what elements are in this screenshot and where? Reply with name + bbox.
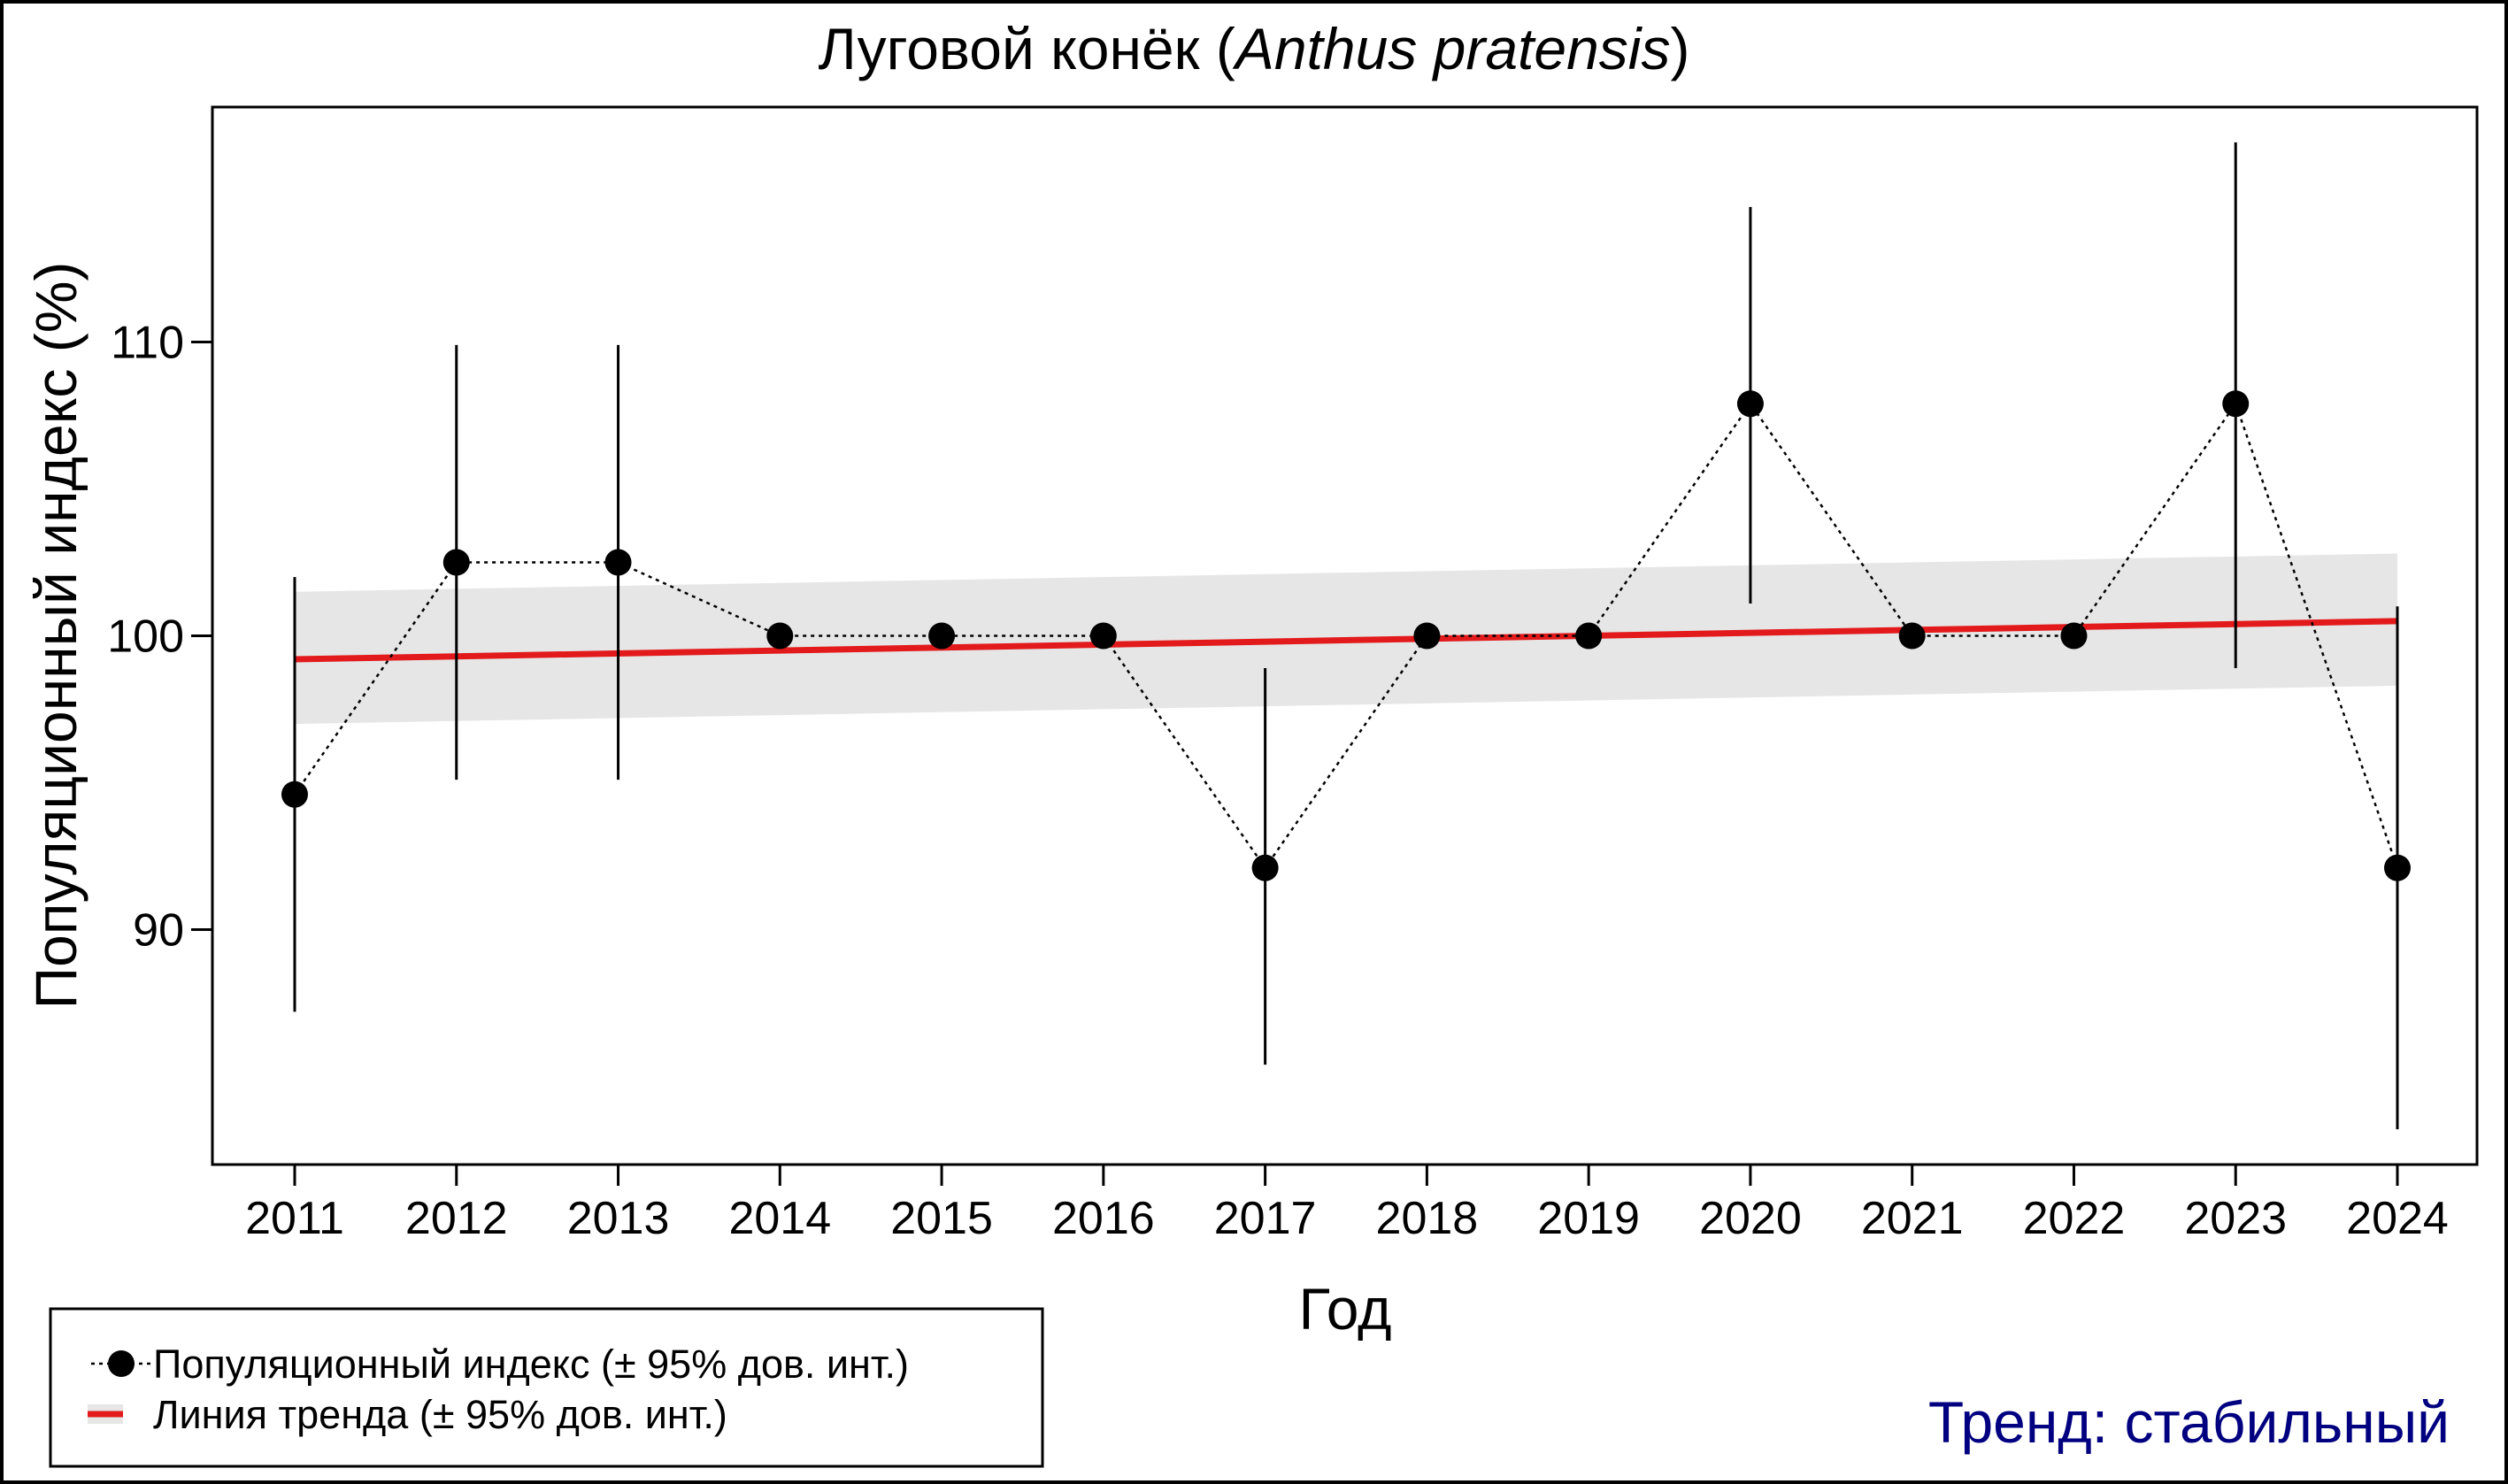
index-connector-line [293,401,2399,870]
x-tick-label-2013: 2013 [567,1193,670,1244]
index-point-2012 [442,549,470,576]
index-point-2013 [604,549,632,576]
chart-title-end: ) [1670,16,1689,81]
x-tick-label-2020: 2020 [1699,1193,1802,1244]
x-axis: 2011 2012 2013 2014 2015 2016 2017 2018 2019 2020… [245,1165,2449,1244]
x-tick-label-2022: 2022 [2023,1193,2126,1244]
index-point-2015 [928,622,956,650]
x-tick-label-2015: 2015 [890,1193,993,1244]
trend-status-text: Тренд: стабильный [1928,1389,2450,1455]
x-tick-label-2011: 2011 [245,1193,344,1244]
y-tick-label-90: 90 [133,904,184,956]
x-tick-label-2016: 2016 [1052,1193,1155,1244]
x-tick-label-2021: 2021 [1861,1193,1964,1244]
y-axis-label: Популяционный индекс (%) [23,262,88,1010]
index-point-2018 [1413,622,1441,650]
y-axis: 90 100 110 [107,318,212,956]
index-point-2023 [2222,390,2250,418]
index-point-2021 [1898,622,1926,650]
chart-title-main: Луговой конёк ( [819,16,1235,81]
legend-trend-label: Линия тренда (± 95% дов. инт.) [153,1392,727,1437]
trend-line [294,618,2398,663]
x-tick-label-2014: 2014 [728,1193,831,1244]
legend-index-marker [108,1350,135,1377]
index-point-2017 [1251,854,1279,881]
index-point-2020 [1736,390,1764,418]
index-point-2024 [2384,854,2411,881]
legend-index-label: Популяционный индекс (± 95% дов. инт.) [153,1342,909,1387]
index-point-2011 [281,780,308,808]
y-tick-label-100: 100 [107,611,184,663]
index-point-2019 [1575,622,1603,650]
trend-line-layer [294,618,2398,663]
chart-title-species: Anthus pratensis [1232,16,1671,81]
legend-box [49,1307,1044,1468]
x-tick-label-2023: 2023 [2184,1193,2287,1244]
x-tick-label-2012: 2012 [405,1193,508,1244]
chart-title: Луговой конёк (Anthus pratensis) [819,16,1690,81]
index-point-2022 [2060,622,2088,650]
index-point-2016 [1089,622,1117,650]
y-tick-label-110: 110 [111,318,184,369]
x-tick-label-2018: 2018 [1376,1193,1479,1244]
index-connector-layer [293,401,2399,870]
index-points-layer [281,390,2411,881]
x-tick-label-2017: 2017 [1214,1193,1317,1244]
x-tick-label-2024: 2024 [2346,1193,2449,1244]
index-point-2014 [766,622,794,650]
x-tick-label-2019: 2019 [1537,1193,1640,1244]
x-axis-label: Год [1298,1276,1391,1342]
